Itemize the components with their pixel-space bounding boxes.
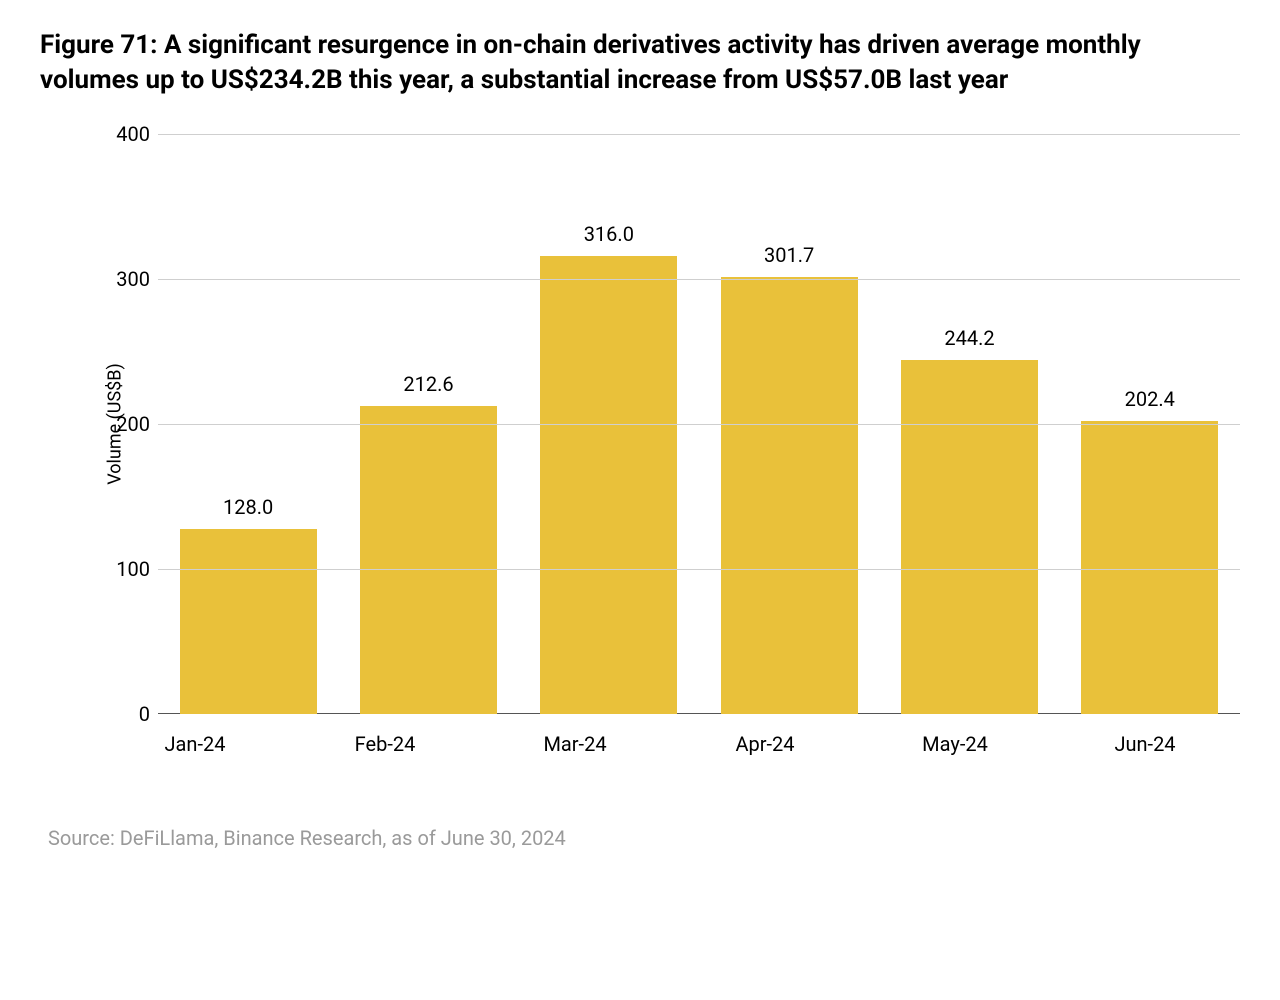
bar-value-label: 301.7 (764, 243, 814, 267)
bar: 202.4 (1081, 421, 1218, 714)
y-tick-label: 0 (139, 702, 150, 726)
gridline (158, 134, 1240, 135)
x-tick-label: May-24 (860, 732, 1050, 756)
bar-value-label: 316.0 (584, 222, 634, 246)
bar: 244.2 (901, 360, 1038, 714)
gridline (158, 424, 1240, 425)
bar-value-label: 128.0 (223, 495, 273, 519)
chart: Volume (US$B) 0100200300400 128.0212.631… (98, 134, 1240, 714)
figure-title: Figure 71: A significant resurgence in o… (40, 28, 1240, 98)
y-tick-label: 200 (116, 412, 150, 436)
gridline (158, 279, 1240, 280)
y-axis-ticks: 0100200300400 (98, 134, 158, 714)
bar: 301.7 (721, 277, 858, 714)
y-tick-label: 400 (116, 122, 150, 146)
bar: 212.6 (360, 406, 497, 714)
x-tick-label: Apr-24 (670, 732, 860, 756)
gridline (158, 569, 1240, 570)
x-tick-label: Jan-24 (100, 732, 290, 756)
bar: 316.0 (540, 256, 677, 714)
bar-value-label: 202.4 (1125, 387, 1175, 411)
bar: 128.0 (180, 529, 317, 715)
figure-container: Figure 71: A significant resurgence in o… (0, 0, 1280, 850)
figure-source: Source: DeFiLlama, Binance Research, as … (48, 826, 1240, 850)
bar-value-label: 212.6 (403, 372, 453, 396)
x-tick-label: Feb-24 (290, 732, 480, 756)
x-tick-label: Jun-24 (1050, 732, 1240, 756)
plot-area: 128.0 212.6 316.0 301.7 244.2 202.4 (158, 134, 1240, 714)
bar-value-label: 244.2 (944, 326, 994, 350)
y-tick-label: 300 (116, 267, 150, 291)
y-tick-label: 100 (116, 557, 150, 581)
x-tick-label: Mar-24 (480, 732, 670, 756)
x-axis-ticks: Jan-24Feb-24Mar-24Apr-24May-24Jun-24 (100, 732, 1240, 756)
